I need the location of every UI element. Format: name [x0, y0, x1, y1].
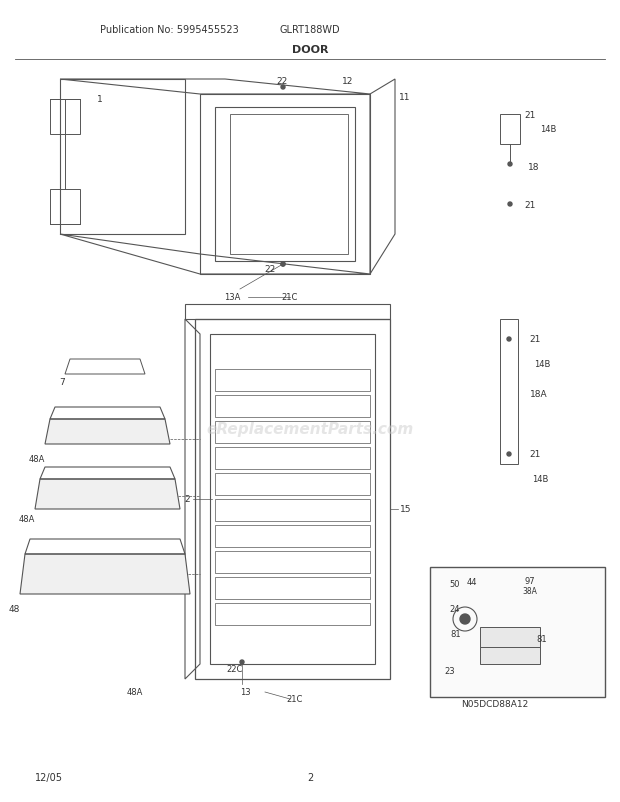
Circle shape: [281, 263, 285, 267]
Text: 24: 24: [450, 605, 460, 614]
Text: GLRT188WD: GLRT188WD: [280, 25, 340, 35]
Text: 14B: 14B: [534, 360, 550, 369]
Polygon shape: [480, 627, 540, 649]
Text: 97: 97: [525, 577, 535, 585]
Text: N05DCD88A12: N05DCD88A12: [461, 699, 529, 709]
Text: 48: 48: [9, 605, 20, 614]
Text: 2: 2: [307, 772, 313, 782]
Text: DOOR: DOOR: [292, 45, 328, 55]
Text: eReplacementParts.com: eReplacementParts.com: [206, 422, 414, 437]
Text: 21: 21: [529, 450, 541, 459]
Text: 50: 50: [450, 580, 460, 589]
Text: 12/05: 12/05: [35, 772, 63, 782]
Polygon shape: [45, 419, 170, 444]
Text: 21: 21: [525, 111, 536, 119]
Text: 22: 22: [264, 265, 276, 274]
Circle shape: [507, 452, 511, 456]
Text: 23: 23: [445, 666, 455, 675]
Text: 48A: 48A: [29, 455, 45, 464]
Text: 21: 21: [525, 200, 536, 209]
Text: 48A: 48A: [19, 515, 35, 524]
Circle shape: [508, 203, 512, 207]
Circle shape: [281, 86, 285, 90]
Text: 48A: 48A: [127, 687, 143, 697]
Polygon shape: [480, 647, 540, 664]
Text: 2: 2: [184, 495, 190, 504]
Text: 1: 1: [97, 95, 103, 104]
Circle shape: [240, 660, 244, 664]
Text: 13A: 13A: [224, 294, 240, 302]
Circle shape: [508, 163, 512, 167]
Text: 21C: 21C: [282, 294, 298, 302]
Polygon shape: [20, 554, 190, 594]
Text: 38A: 38A: [523, 587, 538, 596]
Text: 21: 21: [529, 335, 541, 344]
Polygon shape: [35, 480, 180, 509]
Text: 22C: 22C: [227, 665, 243, 674]
Text: 11: 11: [399, 93, 410, 103]
Bar: [430, 567, 605, 697]
Text: 22: 22: [277, 78, 288, 87]
Text: 13: 13: [240, 687, 250, 697]
Circle shape: [507, 338, 511, 342]
Text: 15: 15: [400, 505, 412, 514]
Text: 18: 18: [528, 164, 539, 172]
Text: 21C: 21C: [287, 695, 303, 703]
Text: 14B: 14B: [540, 125, 556, 134]
Text: 81: 81: [537, 634, 547, 644]
Circle shape: [460, 614, 470, 624]
Text: 81: 81: [451, 630, 461, 638]
Text: 18A: 18A: [530, 390, 547, 399]
Text: 44: 44: [467, 577, 477, 587]
Circle shape: [281, 263, 285, 267]
Text: Publication No: 5995455523: Publication No: 5995455523: [100, 25, 239, 35]
Text: 12: 12: [342, 78, 353, 87]
Text: 7: 7: [60, 378, 65, 387]
Text: 14B: 14B: [532, 475, 548, 484]
